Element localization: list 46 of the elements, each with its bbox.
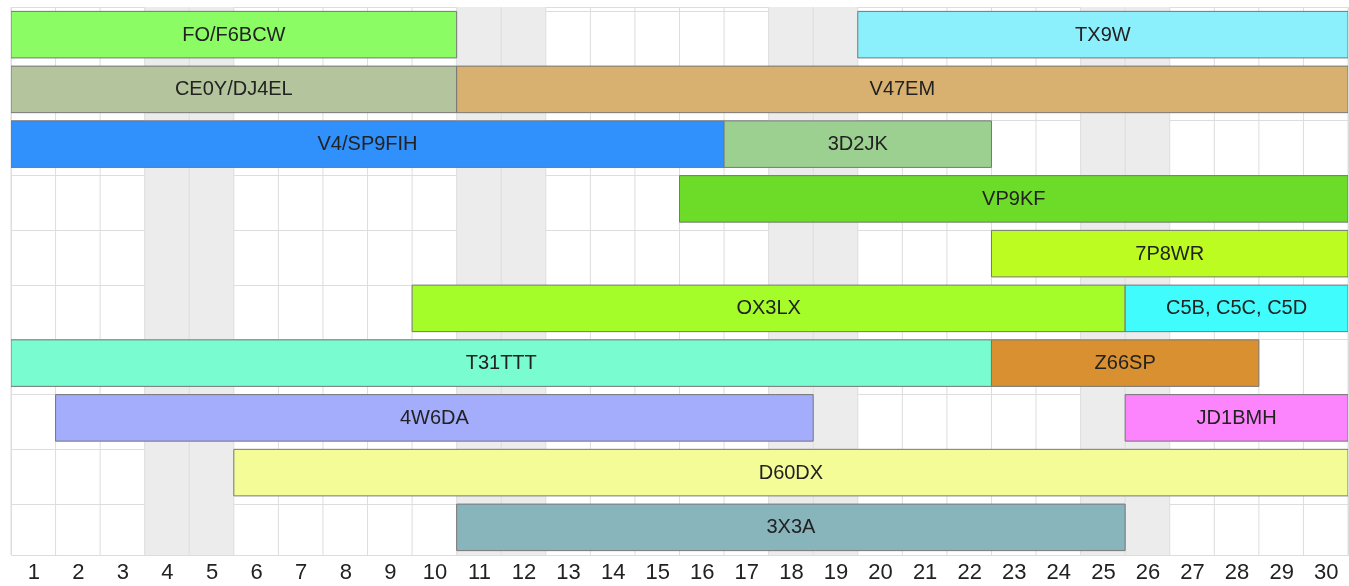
- x-tick-label: 13: [556, 558, 581, 584]
- x-tick-label: 25: [1091, 558, 1116, 584]
- series-label: TX9W: [1075, 22, 1131, 45]
- series-label: V4/SP9FIH: [317, 132, 418, 155]
- x-tick-label: 11: [468, 558, 491, 584]
- series-label: V47EM: [869, 77, 936, 100]
- series-label: 7P8WR: [1135, 241, 1205, 264]
- x-tick-label: 4: [161, 558, 174, 584]
- x-tick-label: 5: [205, 558, 219, 584]
- series-label: VP9KF: [982, 186, 1046, 209]
- series-label: FO/F6BCW: [182, 22, 286, 45]
- x-tick-label: 22: [957, 558, 982, 584]
- x-tick-label: 14: [600, 558, 626, 584]
- x-tick-label: 26: [1135, 558, 1161, 584]
- x-tick-label: 1: [27, 558, 40, 584]
- x-tick-label: 23: [1002, 558, 1027, 584]
- x-tick-label: 9: [384, 558, 397, 584]
- series-label: 4W6DA: [399, 405, 470, 428]
- x-tick-label: 10: [422, 558, 448, 584]
- series-label: 3X3A: [766, 515, 817, 538]
- x-tick-label: 2: [72, 558, 85, 584]
- x-tick-label: 12: [511, 558, 537, 584]
- series-label: D60DX: [758, 460, 824, 483]
- x-tick-label: 30: [1313, 558, 1339, 584]
- x-tick-label: 28: [1224, 558, 1250, 584]
- series-label: JD1BMH: [1196, 405, 1277, 428]
- x-tick-label: 20: [868, 558, 893, 584]
- x-tick-label: 3: [116, 558, 130, 584]
- x-tick-label: 21: [912, 558, 938, 584]
- x-tick-label: 27: [1180, 558, 1205, 584]
- x-tick-label: 18: [779, 558, 804, 584]
- x-tick-label: 24: [1046, 558, 1072, 584]
- x-tick-label: 29: [1269, 558, 1294, 584]
- series-label: C5B, C5C, C5D: [1166, 296, 1308, 319]
- x-tick-label: 8: [339, 558, 352, 584]
- x-tick-label: 19: [823, 558, 849, 584]
- series-label: OX3LX: [736, 296, 801, 319]
- x-tick-label: 17: [734, 558, 760, 584]
- series-label: 3D2JK: [827, 132, 889, 155]
- series-label: T31TTT: [465, 351, 537, 374]
- x-tick-label: 7: [295, 558, 308, 584]
- series-label: CE0Y/DJ4EL: [174, 77, 293, 100]
- series-label: Z66SP: [1094, 351, 1156, 374]
- x-tick-label: 15: [645, 558, 670, 584]
- x-tick-label: 6: [250, 558, 263, 584]
- x-tick-label: 16: [690, 558, 715, 584]
